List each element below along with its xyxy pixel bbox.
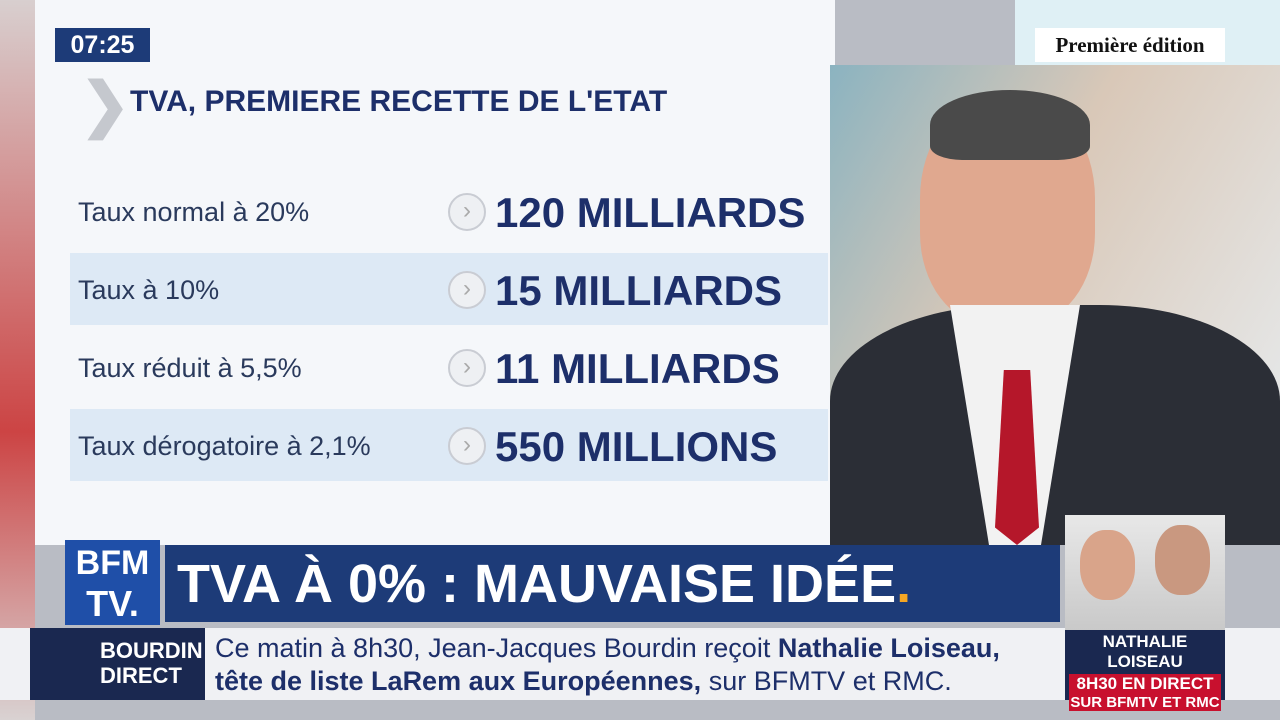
video	[830, 65, 1280, 545]
anchor-tie	[995, 370, 1039, 545]
row-value: 11 MILLIARDS	[495, 345, 780, 392]
table-row: Taux normal à 20% › 120 MILLIARDS	[70, 175, 828, 247]
row-label: Taux à 10%	[78, 275, 220, 305]
logo-top: BFM	[75, 544, 150, 582]
show-line: BOURDIN	[100, 638, 203, 663]
guest-name: NATHALIE LOISEAU	[1102, 632, 1188, 671]
table-row: Taux réduit à 5,5% › 11 MILLIARDS	[70, 331, 828, 403]
ticker-emphasis: tête de liste LaRem aux Européennes,	[215, 666, 702, 696]
row-label: Taux dérogatoire à 2,1%	[78, 431, 371, 461]
backdrop-left	[0, 0, 35, 720]
guest-line: 8H30 EN DIRECT	[1069, 674, 1221, 694]
chevron-icon: ›	[448, 193, 486, 231]
anchor-hair	[930, 90, 1090, 160]
show-line: DIRECT	[100, 663, 182, 688]
chevron-icon: ›	[448, 349, 486, 387]
row-value: 15 MILLIARDS	[495, 267, 783, 314]
row-value: 120 MILLIARDS	[495, 189, 806, 236]
table-row: Taux dérogatoire à 2,1% › 550 MILLIONS	[70, 409, 828, 481]
row-label: Taux normal à 20%	[78, 197, 310, 227]
ticker-text: Ce matin à 8h30, Jean-Jacques Bourdin re…	[215, 633, 771, 663]
ticker-emphasis: Nathalie Loiseau,	[777, 633, 1000, 663]
panel-title: TVA, PREMIERE RECETTE DE L'ETAT	[130, 85, 668, 118]
headline-bar: TVA À 0% : MAUVAISE IDÉE.	[165, 545, 1060, 622]
show-badge: BOURDIN DIRECT	[30, 628, 205, 700]
headline: TVA À 0% : MAUVAISE IDÉE.	[177, 553, 911, 615]
clock: 07:25	[55, 28, 150, 62]
headline-text: TVA À 0% : MAUVAISE IDÉE	[177, 554, 897, 614]
edition-label: Première édition	[1035, 28, 1225, 62]
ticker-text: Ce matin à 8h30, Jean-Jacques Bourdin re…	[215, 632, 1000, 698]
show-name: BOURDIN DIRECT	[100, 638, 203, 688]
ticker-text: sur BFMTV et RMC.	[708, 666, 952, 696]
logo-bottom: TV.	[86, 583, 139, 624]
table-row: Taux à 10% › 15 MILLIARDS	[70, 253, 828, 325]
headline-dot: .	[896, 554, 912, 614]
row-label: Taux réduit à 5,5%	[78, 353, 302, 383]
chevron-icon: ›	[448, 427, 486, 465]
guest-photo	[1065, 515, 1225, 630]
host-face	[1155, 525, 1210, 595]
logo: BFM TV.	[65, 540, 160, 625]
chevron-icon: ›	[448, 271, 486, 309]
chevron-icon: ❯	[80, 71, 131, 138]
guest-line: SUR BFMTV ET RMC	[1069, 694, 1221, 711]
row-value: 550 MILLIONS	[495, 423, 778, 470]
guest-face	[1080, 530, 1135, 600]
guest-box: NATHALIE LOISEAU 8H30 EN DIRECT SUR BFMT…	[1065, 630, 1225, 711]
